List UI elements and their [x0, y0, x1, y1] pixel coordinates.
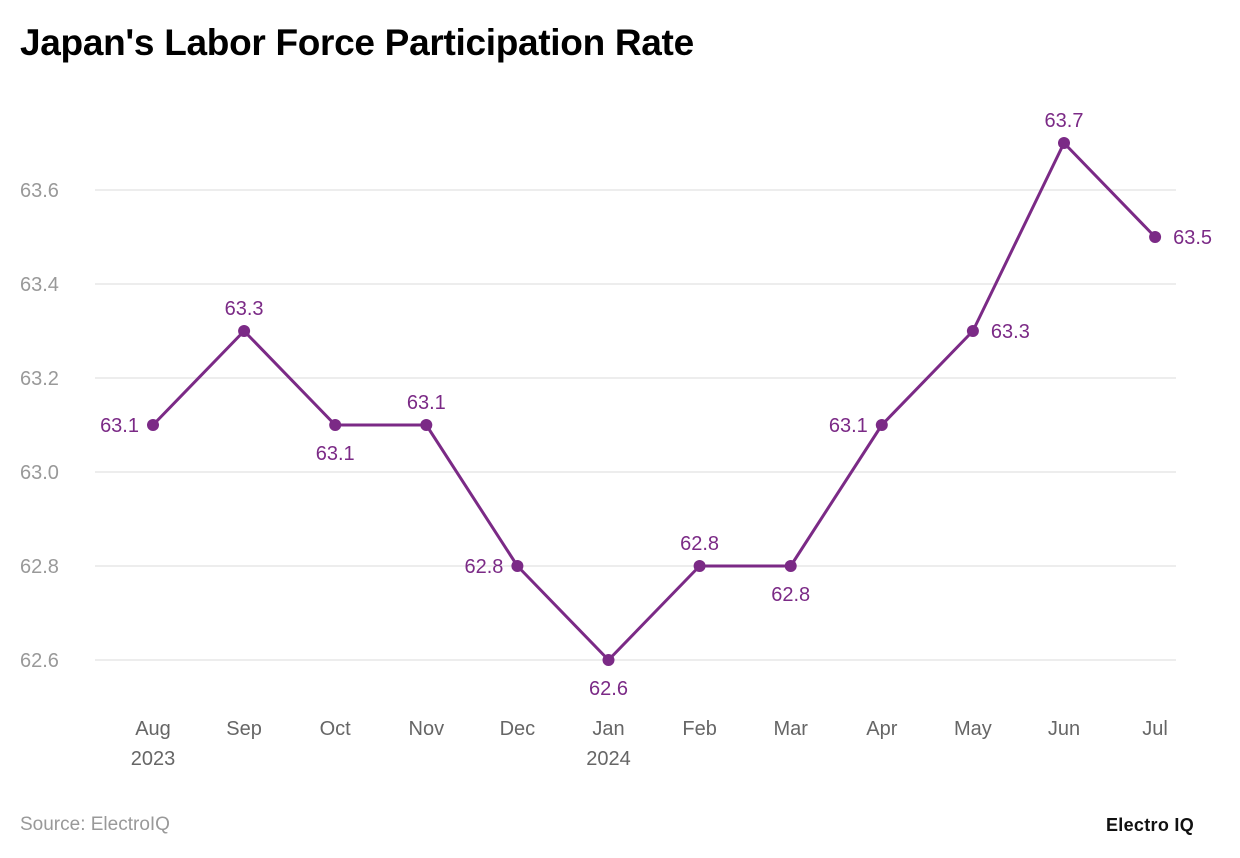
x-tick-label: Dec	[500, 718, 536, 740]
y-tick-label: 62.8	[20, 556, 59, 578]
data-point	[1058, 137, 1070, 149]
x-tick-label: Feb	[682, 718, 716, 740]
x-tick-label: Nov	[409, 718, 445, 740]
data-label: 62.8	[771, 584, 810, 606]
y-tick-label: 63.4	[20, 274, 59, 296]
data-label: 62.8	[464, 556, 503, 578]
x-tick-label: Jan	[592, 718, 624, 740]
data-point	[147, 419, 159, 431]
data-label: 63.3	[225, 298, 264, 320]
x-tick-label: Aug	[135, 718, 171, 740]
y-tick-label: 63.6	[20, 180, 59, 202]
data-point	[875, 419, 888, 431]
data-point	[329, 419, 342, 431]
data-point	[693, 560, 706, 572]
data-label: 63.3	[991, 321, 1030, 343]
x-tick-year: 2023	[131, 748, 176, 770]
data-point	[1149, 231, 1162, 243]
chart-title: Japan's Labor Force Participation Rate	[20, 22, 694, 63]
series-line	[151, 141, 1157, 662]
x-tick-label: Oct	[320, 718, 352, 740]
data-point	[966, 325, 979, 337]
data-point	[511, 560, 524, 572]
x-tick-year: 2024	[586, 748, 631, 770]
data-point	[420, 419, 433, 431]
data-label: 62.6	[589, 678, 628, 700]
y-tick-label: 62.6	[20, 650, 59, 672]
data-label: 63.5	[1173, 227, 1212, 249]
source-note: Source: ElectroIQ	[20, 814, 170, 835]
data-label: 62.8	[680, 533, 719, 555]
data-label: 63.1	[100, 415, 139, 437]
data-point	[602, 654, 615, 666]
x-tick-label: Jul	[1142, 718, 1168, 740]
x-tick-label: May	[954, 718, 992, 740]
electroiq-logo: Electro IQ	[1106, 815, 1195, 835]
data-label: 63.1	[829, 415, 868, 437]
data-label: 63.7	[1045, 110, 1084, 132]
x-tick-label: Mar	[773, 718, 808, 740]
x-tick-label: Jun	[1048, 718, 1080, 740]
y-tick-label: 63.0	[20, 462, 59, 484]
data-label: 63.1	[407, 392, 446, 414]
data-point	[238, 325, 251, 337]
data-point	[784, 560, 797, 572]
data-label: 63.1	[316, 443, 355, 465]
x-tick-label: Sep	[226, 718, 262, 740]
x-tick-label: Apr	[866, 718, 897, 740]
y-tick-label: 63.2	[20, 368, 59, 390]
